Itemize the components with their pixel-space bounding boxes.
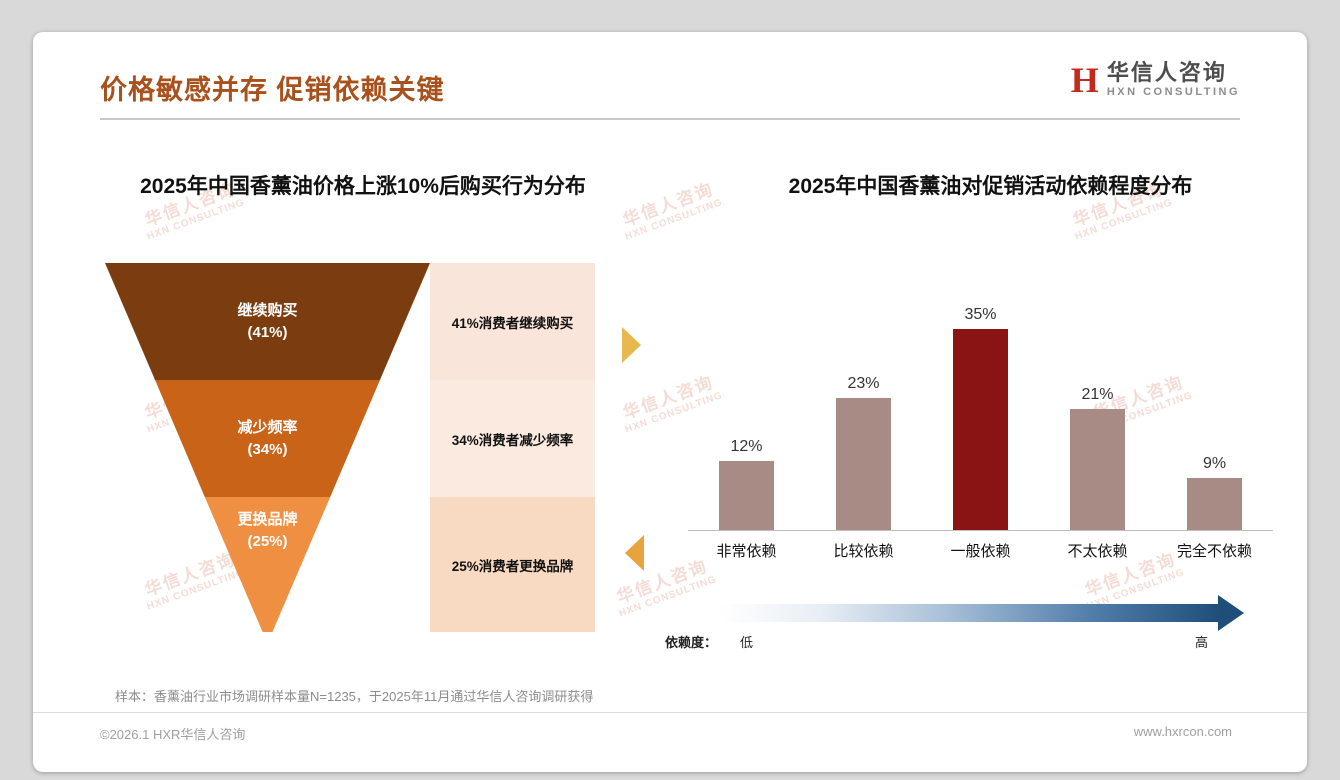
funnel-stage-pct: (41%)	[247, 323, 288, 341]
arrow-left-icon	[625, 535, 644, 571]
logo-name-cn: 华信人咨询	[1106, 60, 1227, 85]
bar-column: 23%	[805, 300, 922, 530]
dependence-axis-label: 依赖度：	[665, 635, 718, 650]
bar-category-label: 一般依赖	[950, 543, 1011, 560]
bar	[1070, 409, 1125, 530]
company-logo: H 华信人咨询 HXN CONSULTING	[1071, 60, 1240, 100]
funnel-stage-label: 减少频率	[237, 418, 298, 436]
bar-value-label: 35%	[964, 306, 997, 323]
page-title: 价格敏感并存 促销依赖关键	[100, 75, 445, 105]
funnel-annotation: 34%消费者减少频率	[430, 380, 595, 497]
bar-plot: 12% 23% 35% 21% 9%	[688, 300, 1273, 531]
footer-copyright: ©2026.1 HXR华信人咨询	[100, 727, 246, 742]
dependence-high-label: 高	[1195, 635, 1209, 650]
footer-divider	[33, 712, 1307, 713]
bar-column: 35%	[922, 300, 1039, 530]
bar-category-label: 非常依赖	[716, 543, 777, 560]
funnel-stage: 更换品牌 (25%)	[204, 497, 331, 632]
bar	[953, 329, 1008, 530]
bar-category-label: 完全不依赖	[1176, 543, 1252, 560]
bar-value-label: 12%	[730, 438, 763, 455]
slide-card: 华信人咨询 HXN CONSULTING 华信人咨询 HXN CONSULTING 华信…	[33, 32, 1307, 772]
funnel-chart-title: 2025年中国香薰油价格上涨10%后购买行为分布	[140, 175, 586, 198]
sample-note: 样本：香薰油行业市场调研样本量N=1235，于2025年11月通过华信人咨询调研…	[115, 689, 594, 704]
bar-value-label: 21%	[1081, 386, 1114, 403]
funnel-stage-label: 继续购买	[237, 301, 298, 319]
bar-category-label: 不太依赖	[1067, 543, 1128, 560]
bar	[719, 461, 774, 530]
logo-name-en: HXN CONSULTING	[1106, 86, 1240, 98]
bar-column: 21%	[1039, 300, 1156, 530]
funnel-annotation: 25%消费者更换品牌	[430, 497, 595, 632]
bar-value-label: 23%	[847, 375, 880, 392]
footer-website: www.hxrcon.com	[1133, 724, 1232, 739]
dependence-low-label: 低	[740, 635, 754, 650]
bar-categories: 非常依赖 比较依赖 一般依赖 不太依赖 完全不依赖	[688, 540, 1273, 561]
funnel-chart: 继续购买 (41%) 减少频率 (34%) 更换品牌 (25%)	[105, 263, 430, 632]
dependence-gradient-bar	[720, 604, 1220, 622]
bar	[836, 398, 891, 530]
logo-h-icon: H	[1070, 60, 1099, 100]
dependence-arrowhead-icon	[1218, 595, 1244, 631]
funnel-stage: 继续购买 (41%)	[105, 263, 430, 380]
bar-value-label: 9%	[1202, 455, 1227, 472]
funnel-stage-label: 更换品牌	[237, 511, 298, 528]
funnel-stage-pct: (25%)	[247, 533, 288, 550]
funnel-annotation: 41%消费者继续购买	[430, 263, 595, 380]
funnel-stage-pct: (34%)	[247, 440, 288, 458]
funnel-stage: 减少频率 (34%)	[155, 380, 380, 497]
bar-category-label: 比较依赖	[833, 543, 894, 560]
bar-chart-title: 2025年中国香薰油对促销活动依赖程度分布	[788, 175, 1193, 198]
bar-column: 12%	[688, 300, 805, 530]
bar	[1187, 478, 1242, 530]
arrow-right-icon	[622, 327, 641, 363]
funnel-annotations: 41%消费者继续购买 34%消费者减少频率 25%消费者更换品牌	[430, 263, 595, 632]
title-divider	[100, 118, 1240, 120]
bar-column: 9%	[1156, 300, 1273, 530]
